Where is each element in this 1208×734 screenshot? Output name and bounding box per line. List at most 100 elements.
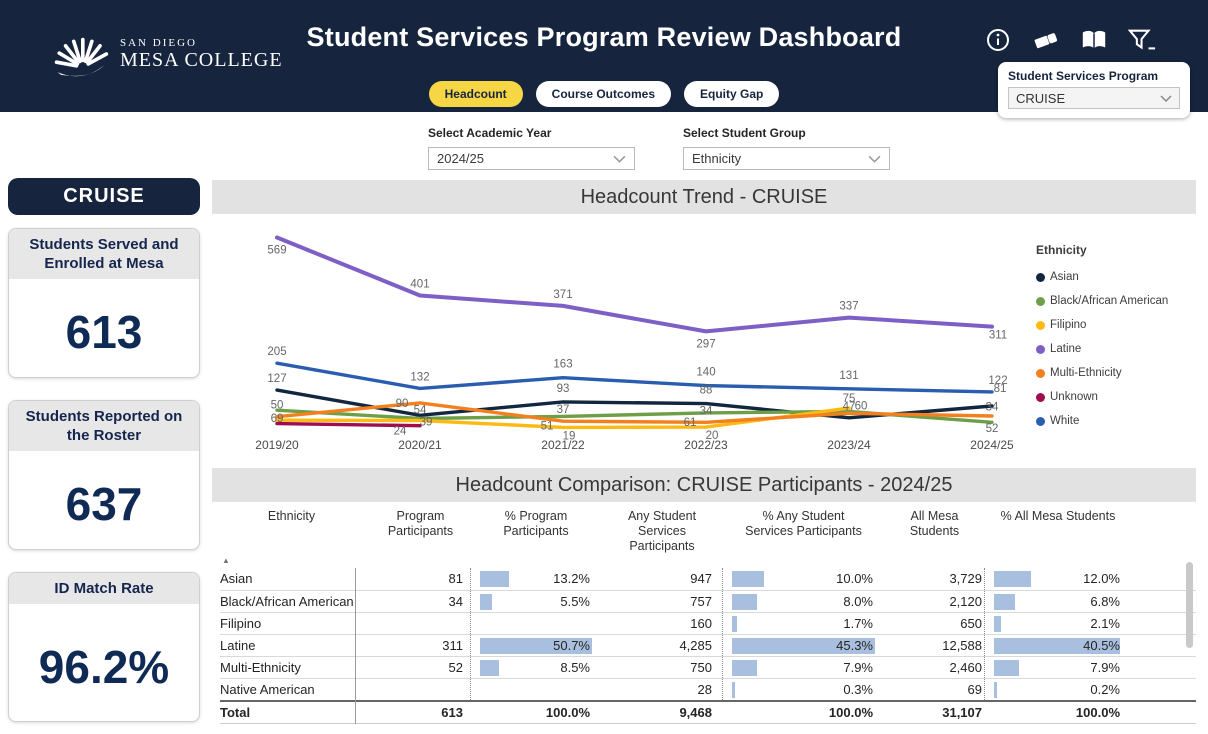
logo-text-mesa-college: MESA COLLEGE	[120, 48, 283, 71]
trend-line-white[interactable]	[275, 361, 994, 394]
data-label: 19	[563, 430, 576, 442]
legend-item-black-african-american[interactable]: Black/African American	[1036, 289, 1196, 313]
student-group-label: Select Student Group	[683, 126, 806, 140]
cell-value: 45.3%	[836, 638, 873, 653]
percent-bar	[732, 571, 764, 587]
cell-value: 757	[690, 594, 712, 609]
student-group-select[interactable]: Ethnicity	[683, 147, 890, 170]
data-label: 205	[267, 346, 286, 358]
table-row[interactable]: Latine 311 50.7% 4,285 45.3% 12,588 40.5%	[220, 634, 1196, 656]
data-label: 297	[696, 338, 715, 350]
cell-value: 69	[967, 682, 982, 697]
program-filter-label: Student Services Program	[1008, 69, 1159, 83]
filter-icon[interactable]	[1128, 26, 1156, 54]
cell-value: 8.0%	[843, 594, 873, 609]
legend-label: Asian	[1050, 271, 1079, 283]
trend-line-multi-ethnicity[interactable]	[275, 401, 994, 425]
column-header-all_mesa[interactable]: All Mesa Students	[909, 509, 960, 538]
column-divider-dotted	[984, 568, 985, 700]
ethnicity-cell: Native American	[220, 682, 315, 697]
column-header-ethnicity[interactable]: Ethnicity	[267, 509, 316, 523]
data-label: 75	[843, 393, 856, 405]
percent-bar	[994, 682, 997, 698]
cell-value: 2,460	[949, 660, 982, 675]
comparison-table-panel: Headcount Comparison: CRUISE Participant…	[212, 468, 1196, 726]
cell-value: 10.0%	[836, 571, 873, 586]
legend-title: Ethnicity	[1036, 243, 1087, 257]
program-select[interactable]: CRUISE	[1008, 87, 1180, 109]
x-axis-label: 2021/22	[541, 438, 585, 452]
table-row[interactable]: Native American 28 0.3% 69 0.2%	[220, 678, 1196, 700]
table-row[interactable]: Filipino 160 1.7% 650 2.1%	[220, 612, 1196, 634]
data-label: 337	[839, 301, 858, 313]
cell-value: 100.0%	[545, 705, 590, 720]
percent-bar	[994, 616, 1001, 632]
percent-bar	[994, 594, 1015, 610]
column-header-any_ss[interactable]: Any Student Services Participants	[627, 509, 697, 553]
student-group-value: Ethnicity	[692, 151, 742, 166]
cell-value: 100.0%	[1075, 705, 1120, 720]
academic-year-select[interactable]: 2024/25	[428, 147, 635, 170]
percent-bar	[994, 660, 1019, 676]
data-label: 88	[700, 385, 713, 397]
legend-label: Multi-Ethnicity	[1050, 367, 1122, 379]
legend-item-filipino[interactable]: Filipino	[1036, 313, 1196, 337]
sort-ascending-icon[interactable]: ▲	[222, 556, 230, 565]
x-axis-label: 2024/25	[970, 438, 1014, 452]
legend-item-asian[interactable]: Asian	[1036, 265, 1196, 289]
cell-value	[363, 613, 478, 635]
legend-dot	[1036, 368, 1045, 378]
ethnicity-cell: Total	[220, 705, 251, 720]
legend-item-multi-ethnicity[interactable]: Multi-Ethnicity	[1036, 361, 1196, 385]
info-icon[interactable]	[984, 26, 1012, 54]
kpi-card: ID Match Rate 96.2%	[8, 572, 200, 722]
column-header-pct_all[interactable]: % All Mesa Students	[1000, 509, 1116, 523]
kpi-card: Students Served and Enrolled at Mesa 613	[8, 228, 200, 378]
tab-headcount[interactable]: Headcount	[428, 81, 523, 107]
cell-value: 311	[442, 638, 463, 653]
legend-item-latine[interactable]: Latine	[1036, 337, 1196, 361]
percent-bar	[480, 660, 499, 676]
legend-item-unknown[interactable]: Unknown	[1036, 385, 1196, 409]
trend-chart-title: Headcount Trend - CRUISE	[212, 180, 1196, 214]
data-label: 37	[557, 404, 570, 416]
cell-value: 4,285	[679, 638, 712, 653]
trend-line-latine[interactable]	[275, 235, 994, 334]
data-label: 371	[553, 289, 572, 301]
table-scrollbar[interactable]	[1186, 562, 1193, 648]
ethnicity-cell: Filipino	[220, 616, 262, 631]
chevron-down-icon	[1160, 94, 1172, 102]
column-divider	[355, 568, 356, 724]
data-label: 93	[557, 383, 570, 395]
tab-equity-gap[interactable]: Equity Gap	[684, 81, 780, 107]
column-header-pct_program[interactable]: % Program Participants	[503, 509, 569, 538]
column-header-program[interactable]: Program Participants	[387, 509, 454, 538]
cell-value: 3,729	[949, 571, 982, 586]
x-axis-label: 2023/24	[827, 438, 871, 452]
cell-value: 5.5%	[560, 594, 590, 609]
table-row[interactable]: Black/African American 34 5.5% 757 8.0% 2,120…	[220, 590, 1196, 612]
trend-line-asian[interactable]	[275, 388, 994, 420]
cell-value: 50.7%	[553, 638, 590, 653]
tab-course-outcomes[interactable]: Course Outcomes	[535, 81, 672, 107]
trend-line-unknown[interactable]	[275, 421, 422, 428]
cell-value: 9,468	[679, 705, 712, 720]
legend-dot	[1036, 272, 1045, 282]
table-header-row: Ethnicity Program Participants % Program P…	[220, 505, 1196, 554]
kpi-card: Students Reported on the Roster 637	[8, 400, 200, 550]
column-header-pct_any[interactable]: % Any Student Services Participants	[745, 509, 862, 538]
logo-text-san-diego: SAN DIEGO	[120, 36, 197, 49]
data-label: 34	[700, 405, 713, 417]
chevron-down-icon	[613, 155, 626, 163]
eraser-icon[interactable]	[1032, 26, 1060, 54]
table-row[interactable]: Asian 81 13.2% 947 10.0% 3,729 12.0%	[220, 568, 1196, 590]
table-row[interactable]: Multi-Ethnicity 52 8.5% 750 7.9% 2,460 7.9%	[220, 656, 1196, 678]
legend-item-white[interactable]: White	[1036, 409, 1196, 433]
headcount-trend-chart[interactable]: 127 54 93 88 47 81 69 51 61 34 39 19 20 75 569 401 371 29…	[212, 214, 1196, 464]
cell-value: 2,120	[949, 594, 982, 609]
data-label: 132	[410, 371, 429, 383]
book-icon[interactable]	[1080, 26, 1108, 54]
percent-bar	[994, 571, 1031, 587]
table-total-row[interactable]: Total 613 100.0% 9,468 100.0% 31,107 100.0%	[220, 700, 1196, 724]
